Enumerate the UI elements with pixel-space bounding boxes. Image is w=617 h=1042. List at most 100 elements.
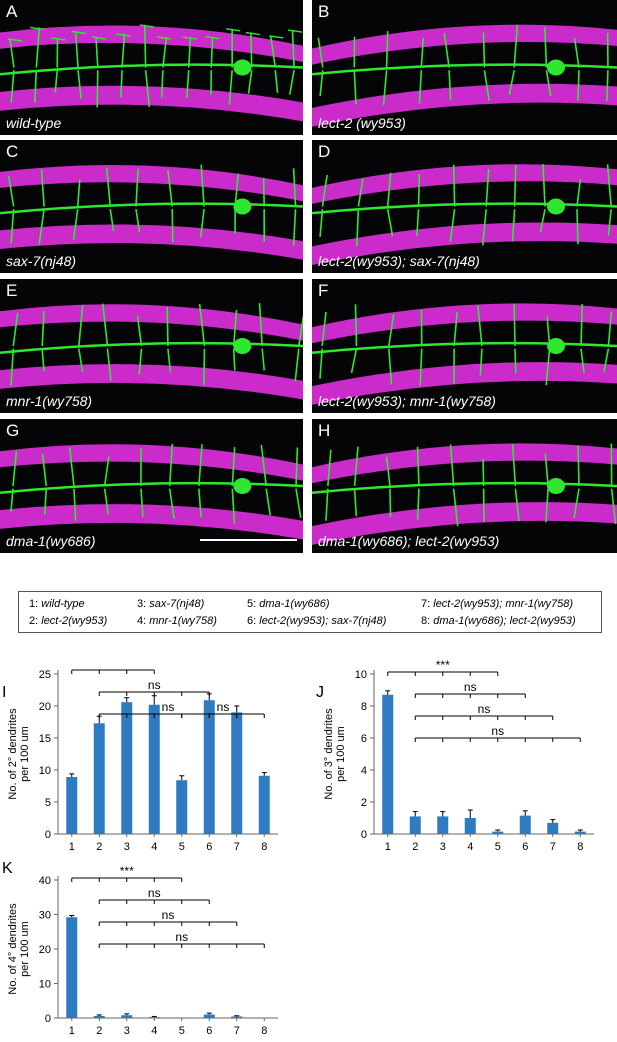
dendrite-branch [485, 169, 490, 207]
dendrite-branch [288, 70, 295, 95]
dendrite-branch [386, 172, 392, 207]
dendrite-branch [135, 209, 141, 233]
dendrite-branch [417, 174, 421, 207]
y-tick-label: 0 [45, 829, 51, 841]
y-tick-label: 0 [361, 829, 367, 841]
dendrite-branch [135, 168, 139, 207]
neuron-image-f [312, 303, 617, 405]
dendrite-branch [287, 29, 303, 33]
neuron-image-c [0, 164, 303, 260]
dendrite-branch [297, 315, 303, 347]
cell-body [233, 338, 252, 354]
dendrite-branch [231, 446, 236, 487]
dendrite-branch [580, 348, 585, 374]
dendrite-branch [294, 348, 300, 382]
dendrite-branch [416, 488, 420, 520]
genotype-label-d: lect-2(wy953); sax-7(nj48) [318, 253, 480, 269]
dendrite-branch [357, 178, 364, 207]
dendrite-branch [577, 445, 580, 487]
micrograph-panel-e: E mnr-1(wy758) [0, 279, 303, 413]
significance-label: ns [478, 702, 491, 716]
dendrite-branch [247, 70, 253, 94]
dendrite-branch [77, 70, 82, 99]
dendrite-branch [168, 488, 175, 519]
dendrite-branch [103, 488, 110, 515]
dendrite-branch [453, 312, 458, 347]
dendrite-branch [51, 37, 66, 41]
dendrite-branch [353, 446, 359, 487]
dendrite-branch [120, 70, 123, 98]
bar [437, 816, 449, 834]
dendrite-branch [576, 209, 579, 245]
genotype-label-h: dma-1(wy686); lect-2(wy953) [318, 533, 500, 549]
genotype-label-g: dma-1(wy686) [6, 533, 96, 549]
genotype-label-e: mnr-1(wy758) [6, 393, 93, 409]
dendrite-branch [72, 209, 79, 240]
dendrite-branch [232, 348, 236, 371]
y-tick-label: 25 [39, 669, 51, 681]
y-tick-label: 0 [45, 1013, 51, 1025]
dendrite-branch [43, 488, 48, 515]
legend-item-3: 3: sax-7(nj48) [137, 598, 205, 610]
dendrite-branch [40, 169, 45, 207]
significance-label: ns [175, 930, 188, 944]
muscle-band [312, 83, 617, 127]
dendrite-branch [109, 209, 115, 232]
dendrite-branch [73, 488, 77, 521]
y-tick-label: 40 [39, 875, 51, 887]
dendrite-branch [317, 37, 324, 68]
bar [492, 831, 504, 834]
significance-label: ns [217, 700, 230, 714]
x-tick-label: 3 [124, 841, 130, 853]
y-tick-label: 15 [39, 733, 51, 745]
dendrite-branch [514, 348, 517, 374]
panel-label-h: H [318, 421, 331, 440]
dendrite-branch [78, 305, 84, 347]
x-tick-label: 2 [96, 1025, 102, 1037]
dendrite-branch [481, 209, 487, 246]
dendrite-branch [91, 36, 106, 40]
y-tick-label: 2 [361, 797, 367, 809]
dendrite-branch [68, 447, 75, 487]
dendrite-branch [274, 70, 279, 94]
dendrite-branch [41, 311, 45, 347]
chart-label-i: I [2, 684, 7, 701]
neuron-image-b [312, 24, 617, 127]
y-tick-label: 10 [355, 669, 367, 681]
y-tick-label: 6 [361, 733, 367, 745]
dendrite-branch [355, 209, 360, 247]
dendrite-branch [185, 70, 190, 99]
y-tick-label: 10 [39, 765, 51, 777]
dendrite-branch [539, 209, 546, 233]
legend-item-1: 1: wild-type [29, 598, 85, 610]
dendrite-branch [483, 70, 490, 101]
dendrite-branch [166, 306, 169, 347]
dendrite-branch [545, 70, 552, 97]
muscle-band [312, 24, 617, 65]
dendrite-branch [418, 70, 423, 104]
dendrite-branch [452, 164, 456, 207]
dendrite-branch [101, 303, 109, 347]
dendrite-branch [231, 488, 236, 524]
dendrite-branch [513, 304, 516, 347]
significance-label: ns [491, 724, 504, 738]
dendrite-branch [321, 174, 328, 207]
dendrite-branch [508, 70, 516, 95]
x-tick-label: 4 [151, 841, 157, 853]
dendrite-branch [203, 348, 206, 386]
y-tick-label: 20 [39, 701, 51, 713]
dendrite-branch [198, 488, 202, 518]
dendrite-branch [10, 70, 15, 104]
genotype-label-a: wild-type [6, 115, 62, 131]
dendrite-branch [452, 488, 459, 527]
dendrite-branch [250, 32, 253, 68]
x-tick-label: 8 [577, 841, 583, 853]
dendrite-branch [198, 303, 206, 347]
x-tick-label: 1 [69, 1025, 75, 1037]
dendrite-branch [449, 209, 456, 242]
dendrite-branch [260, 444, 268, 487]
dendrite-branch [269, 35, 277, 68]
dendrite-branch [514, 488, 520, 522]
dendrite-branch [232, 309, 238, 347]
legend-item-4: 4: mnr-1(wy758) [137, 615, 217, 627]
